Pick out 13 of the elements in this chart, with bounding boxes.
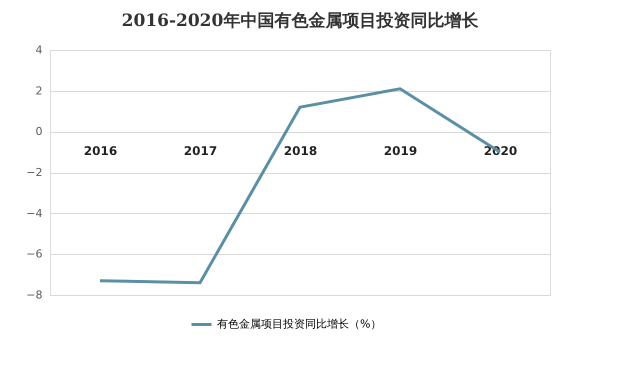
x-tick-label: 2017	[184, 144, 218, 158]
y-tick-label: 0	[36, 125, 42, 138]
y-tick-label: −8	[26, 288, 42, 302]
y-tick-label: −4	[26, 206, 42, 220]
y-tick-label: 4	[36, 44, 42, 56]
y-tick-label: −2	[26, 166, 42, 179]
x-tick-label: 2019	[384, 144, 418, 158]
y-tick-label: 2	[36, 84, 42, 98]
y-tick-label: −6	[26, 248, 42, 261]
legend-label: 有色金属项目投资同比增长（%）	[217, 318, 382, 330]
x-tick-label: 2018	[284, 144, 318, 158]
x-tick-label: 2016	[84, 144, 118, 158]
chart-title: 2016-2020年中国有色金属项目投资同比增长	[122, 11, 480, 31]
